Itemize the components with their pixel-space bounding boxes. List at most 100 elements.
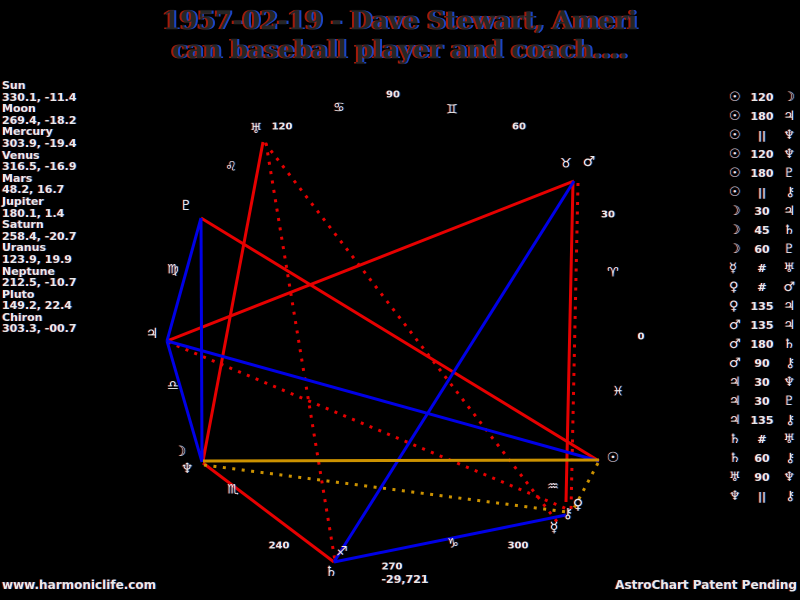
aspect-line-mars-venus — [564, 181, 575, 503]
planet-list-item: Pluto 149.2, 22.4 — [2, 289, 120, 312]
degree-label-0: 0 — [637, 331, 645, 343]
aspect-type: 135 — [750, 318, 774, 332]
zodiac-glyph-cancer: ♋ — [333, 100, 345, 116]
aspect-row: ♆ || ⚷ — [729, 487, 799, 505]
planet-name: Sun — [2, 79, 26, 92]
planet-glyph-mars: ♂ — [582, 154, 596, 170]
degree-label-240: 240 — [268, 540, 290, 552]
planet-name: Mercury — [2, 125, 53, 139]
aspect-type: 30 — [754, 204, 770, 218]
aspect-type: 180 — [750, 109, 774, 123]
aspect-planet1-glyph: ♀ — [729, 279, 739, 295]
planet-glyph-jupiter: ♃ — [145, 326, 159, 342]
aspect-type: 135 — [750, 413, 774, 427]
aspect-row: ♀ 135 ♃ — [729, 297, 799, 315]
aspect-planet1-glyph: ♅ — [729, 469, 741, 485]
planet-coordinates: 303.3, -00.7 — [2, 322, 77, 336]
aspect-line-mars-jupiter — [166, 179, 575, 343]
aspect-row: ☽ 60 ♇ — [729, 240, 799, 258]
aspect-planet2-glyph: ♇ — [783, 393, 795, 409]
aspect-planet1-glyph: ☽ — [729, 241, 741, 257]
aspect-planet1-glyph: ♄ — [729, 431, 741, 447]
aspect-line-pluto-moon — [199, 217, 204, 463]
page-title: 1957-02-19 - Dave Stewart, Ameri can bas… — [0, 6, 800, 64]
aspect-planet2-glyph: ⚷ — [785, 412, 795, 428]
planet-glyph-venus: ♀ — [572, 497, 584, 513]
aspect-planet2-glyph: ♆ — [783, 127, 795, 143]
website-link[interactable]: www.harmoniclife.com — [2, 578, 157, 592]
planet-name: Uranus — [2, 241, 46, 255]
zodiac-glyph-leo: ♌ — [225, 159, 237, 175]
degree-label-60: 60 — [512, 121, 526, 133]
zodiac-glyph-aries: ♈ — [607, 265, 619, 281]
planet-glyph-sun: ☉ — [606, 450, 620, 466]
aspect-planet1-glyph: ♃ — [729, 393, 741, 409]
aspect-planet1-glyph: ♂ — [729, 317, 741, 333]
aspect-planet1-glyph: ☿ — [729, 260, 737, 276]
planet-glyph-neptune: ♆ — [180, 461, 194, 477]
aspect-planet2-glyph: ♅ — [783, 260, 795, 276]
aspect-planet1-glyph: ☽ — [729, 222, 741, 238]
aspect-line-pluto-sun — [200, 216, 600, 463]
aspect-row: ☉ 180 ♇ — [729, 164, 799, 182]
planet-coordinates: 330.1, -11.4 — [2, 90, 77, 104]
aspect-type: || — [757, 489, 767, 503]
aspect-planet2-glyph: ☽ — [783, 89, 795, 105]
planet-glyph-pluto: ♇ — [179, 198, 193, 214]
aspect-type: # — [757, 261, 767, 275]
aspect-type: # — [757, 280, 767, 294]
aspect-row: ♂ 135 ♃ — [729, 316, 799, 334]
planet-glyph-saturn: ♄ — [324, 564, 338, 580]
aspect-row: ♂ 90 ⚷ — [729, 354, 799, 372]
aspect-row: ♃ 30 ♇ — [729, 392, 799, 410]
aspect-planet1-glyph: ♂ — [729, 336, 741, 352]
aspect-planet2-glyph: ♅ — [783, 431, 795, 447]
aspect-planet2-glyph: ♂ — [783, 279, 795, 295]
zodiac-glyph-scorpio: ♏ — [227, 482, 239, 498]
aspect-planet2-glyph: ⚷ — [785, 450, 795, 466]
aspect-line-neptune-chiron — [203, 463, 568, 514]
patent-pending-label: AstroChart Patent Pending — [615, 578, 797, 592]
aspect-type: 90 — [754, 470, 770, 484]
planet-list-item: Saturn 258.4, -20.7 — [2, 219, 120, 242]
aspect-line-pluto-jupiter — [165, 217, 203, 342]
aspect-line-mars-saturn — [332, 180, 576, 563]
planet-name: Mars — [2, 171, 33, 185]
aspect-row: ☉ 180 ♃ — [729, 107, 799, 125]
aspect-row: ☽ 30 ♃ — [729, 202, 799, 220]
planet-coordinates: 123.9, 19.9 — [2, 252, 72, 266]
aspect-row: ☽ 45 ♄ — [729, 221, 799, 239]
aspect-line-jupiter-moon — [165, 340, 204, 463]
aspect-planet2-glyph: ♆ — [783, 146, 795, 162]
planet-list-item: Mars 48.2, 16.7 — [2, 173, 120, 196]
zodiac-glyph-capricorn: ♑ — [447, 536, 459, 552]
aspect-planet1-glyph: ☉ — [729, 89, 741, 105]
aspect-planet2-glyph: ♄ — [783, 336, 795, 352]
aspect-type: 180 — [750, 337, 774, 351]
aspect-planet1-glyph: ☉ — [729, 184, 741, 200]
planet-name: Saturn — [2, 218, 44, 232]
aspect-row: ♃ 30 ♆ — [729, 373, 799, 391]
aspect-line-uranus-neptune — [201, 141, 265, 462]
zodiac-glyph-pisces: ♓ — [612, 384, 624, 400]
aspect-planet1-glyph: ☉ — [729, 127, 741, 143]
epoch-day-number: -29,721 — [381, 573, 429, 586]
aspect-planet1-glyph: ☽ — [729, 203, 741, 219]
aspect-planet1-glyph: ♄ — [729, 450, 741, 466]
aspect-line-mars-chiron — [569, 182, 580, 512]
aspect-type: 180 — [750, 166, 774, 180]
aspect-planet2-glyph: ♄ — [783, 222, 795, 238]
planet-coordinates: 48.2, 16.7 — [2, 183, 65, 197]
planet-glyph-moon: ☽ — [173, 444, 187, 460]
zodiac-glyph-libra: ♎ — [167, 378, 179, 394]
title-line-2: can baseball player and coach.... — [172, 35, 628, 64]
aspect-type: || — [757, 128, 767, 142]
aspect-row: ☉ || ♆ — [729, 126, 799, 144]
planet-list-item: Moon 269.4, -18.2 — [2, 103, 120, 126]
planet-coordinates: 180.1, 1.4 — [2, 206, 65, 220]
planet-coordinates: 269.4, -18.2 — [2, 113, 77, 127]
aspect-row: ♄ # ♅ — [729, 430, 799, 448]
planet-list-item: Sun 330.1, -11.4 — [2, 80, 120, 103]
planet-list-item: Venus 316.5, -16.9 — [2, 149, 120, 173]
